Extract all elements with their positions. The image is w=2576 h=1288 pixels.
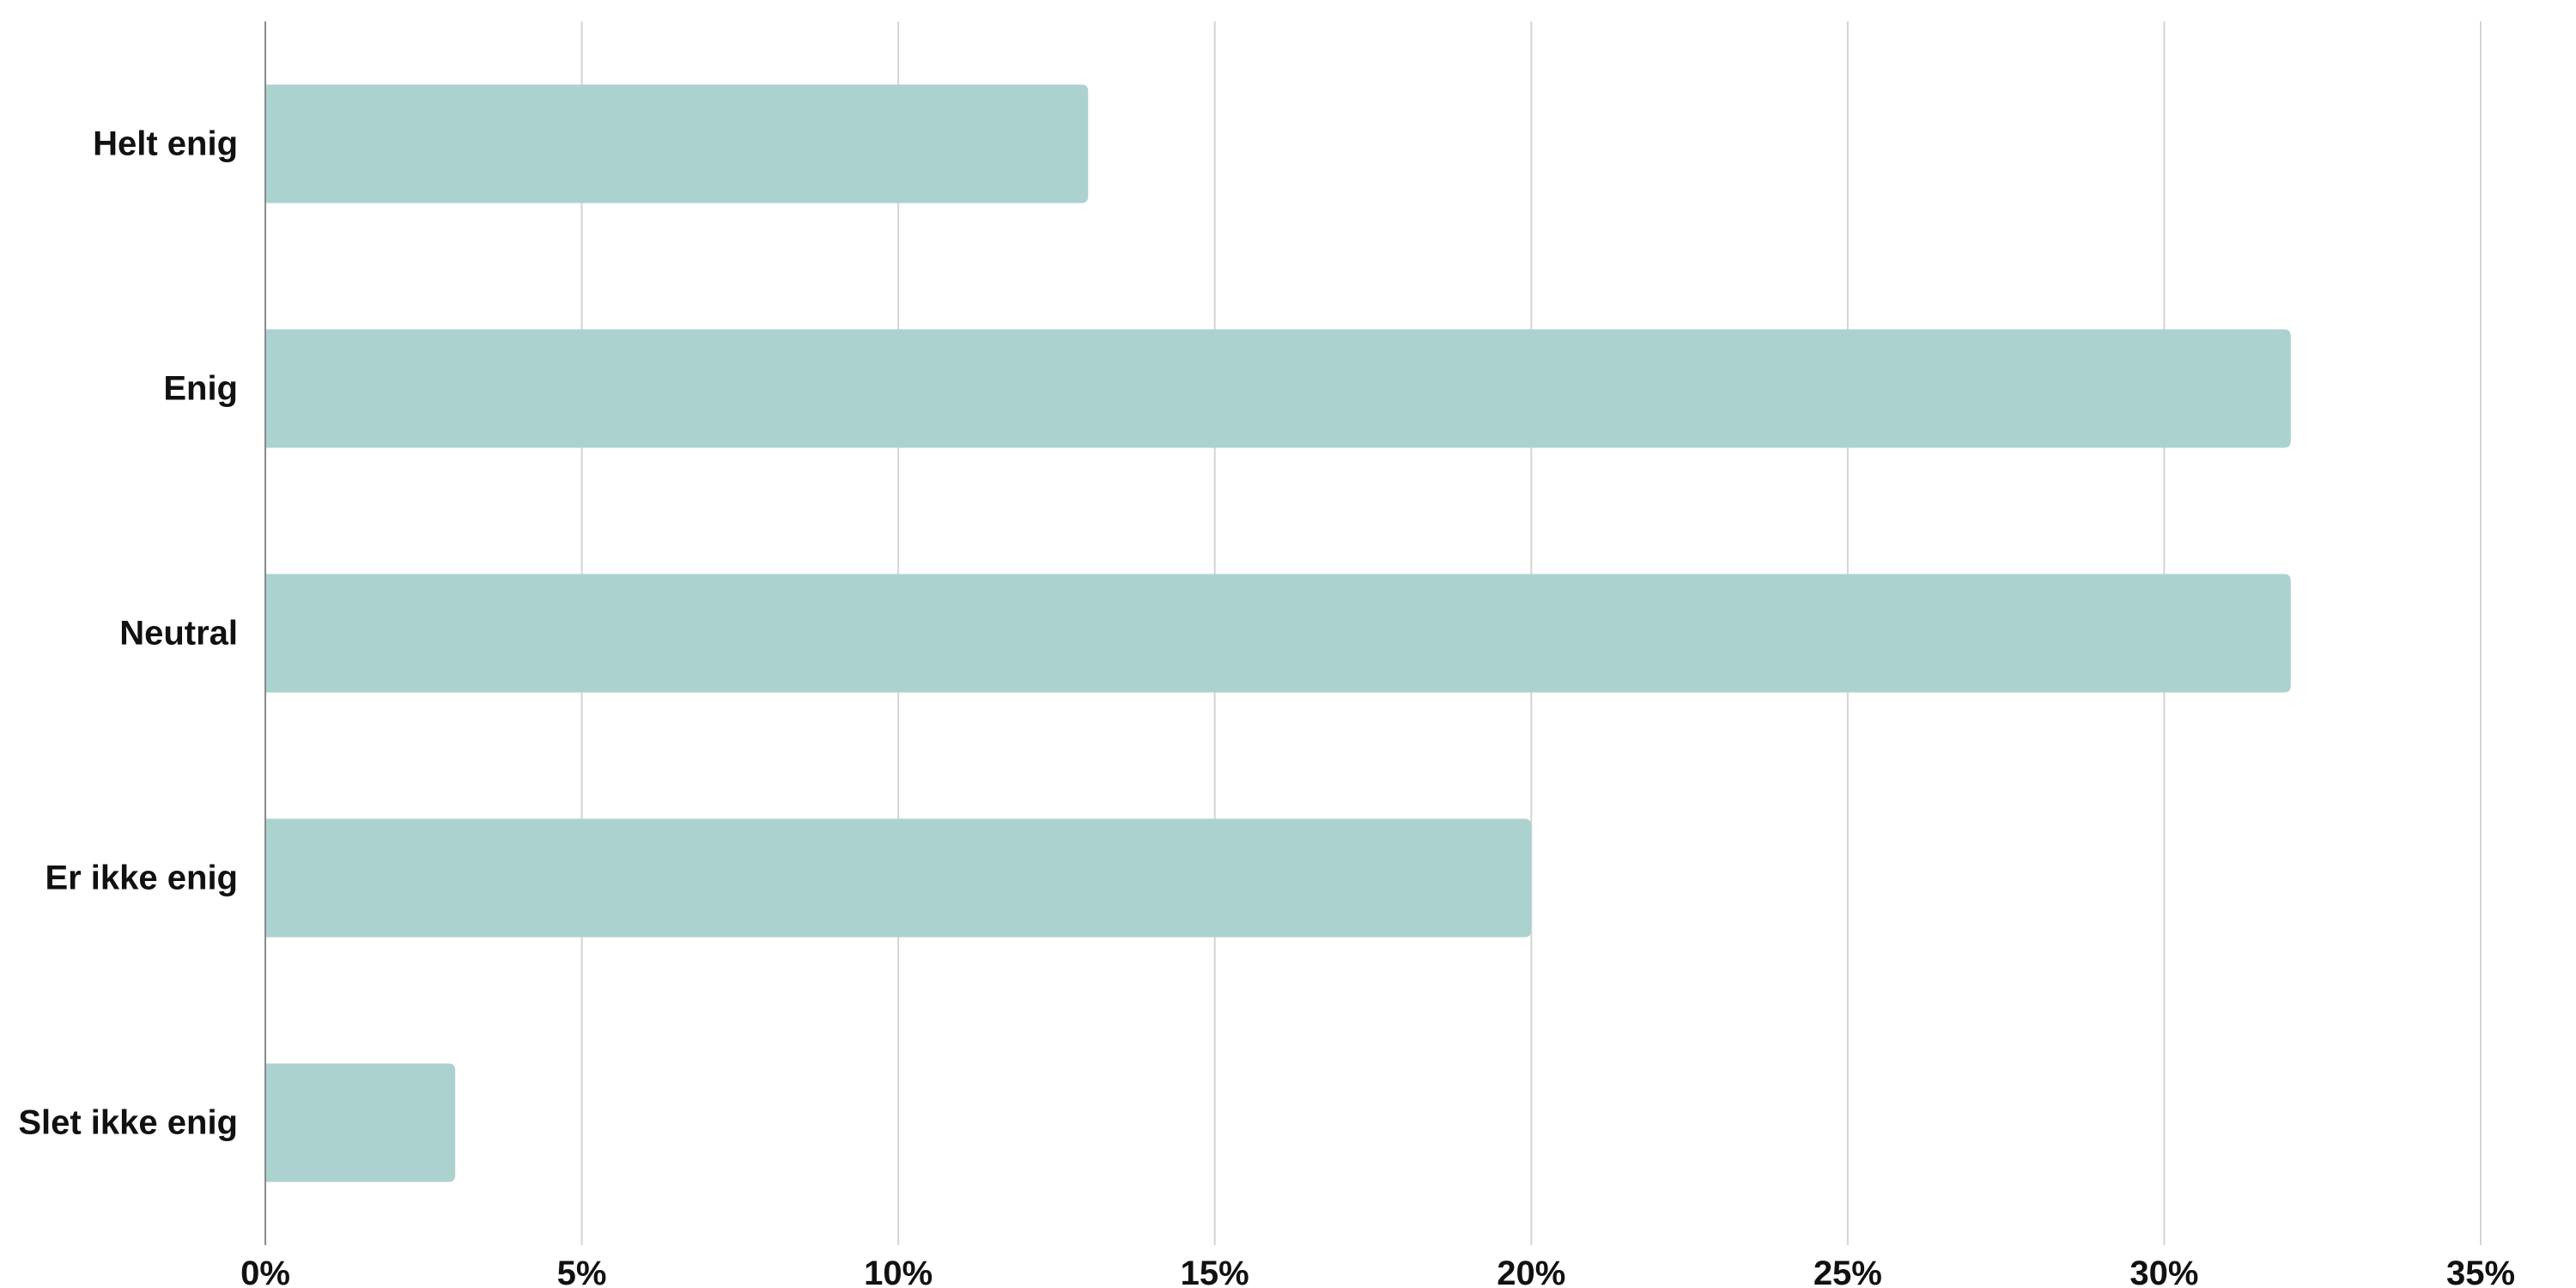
x-tick-label: 15% [1181, 1255, 1249, 1288]
bar [265, 1063, 456, 1182]
category-label: Neutral [119, 615, 238, 653]
bar [265, 818, 1532, 938]
x-tick-label: 20% [1497, 1255, 1565, 1288]
x-tick-labels: 0% 5% 10% 15% 20% 25% 30% 35% [240, 1255, 2515, 1288]
category-label: Er ikke enig [45, 860, 238, 897]
category-label: Enig [163, 370, 238, 408]
bar [265, 84, 1089, 204]
bar [265, 329, 2291, 448]
x-tick-label: 35% [2446, 1255, 2515, 1288]
x-tick-label: 30% [2129, 1255, 2198, 1288]
x-tick-label: 0% [240, 1255, 290, 1288]
category-labels: Helt enig Enig Neutral Er ikke enig Slet ikk… [18, 125, 238, 1142]
category-label: Helt enig [93, 125, 238, 163]
bars [265, 84, 2291, 1182]
bar [265, 574, 2291, 693]
x-tick-label: 25% [1814, 1255, 1882, 1288]
x-tick-label: 5% [557, 1255, 607, 1288]
category-label: Slet ikke enig [18, 1104, 238, 1142]
x-tick-label: 10% [864, 1255, 933, 1288]
